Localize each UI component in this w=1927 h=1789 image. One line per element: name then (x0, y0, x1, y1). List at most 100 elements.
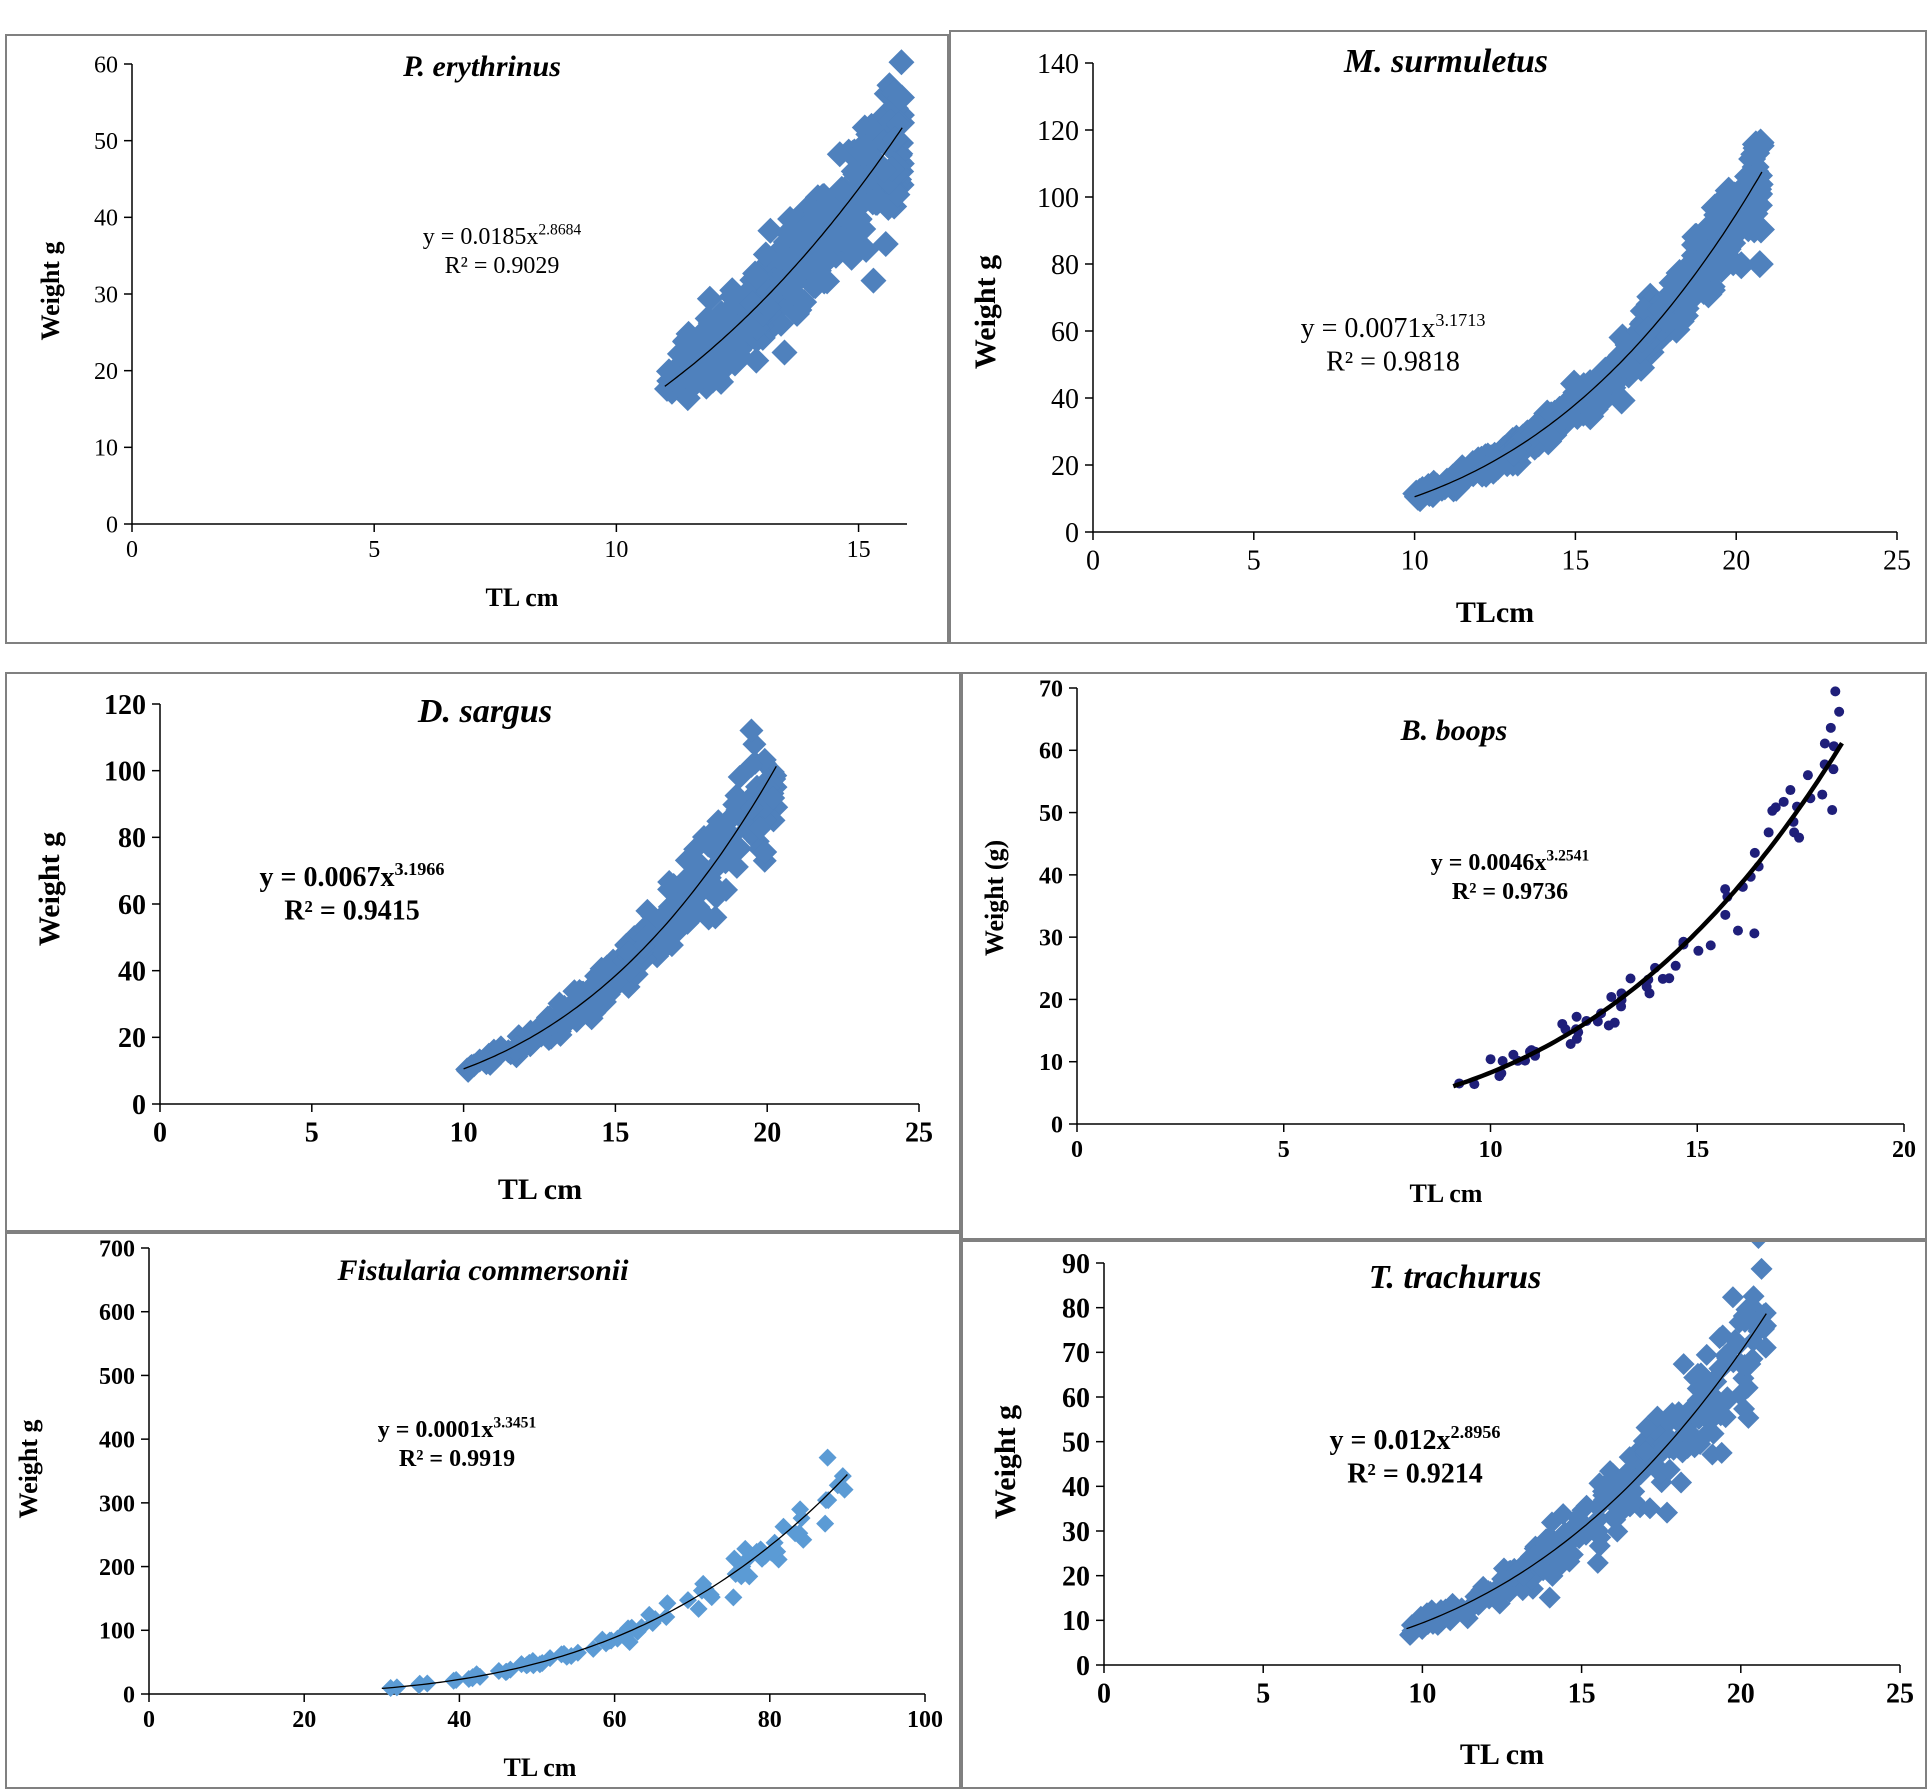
data-point (1830, 686, 1841, 697)
x-tick-label: 5 (1247, 545, 1261, 576)
data-point (554, 1644, 573, 1663)
y-tick-label: 60 (118, 890, 146, 921)
data-point (1825, 722, 1836, 733)
y-tick-label: 100 (99, 1619, 135, 1645)
x-tick-label: 10 (604, 537, 628, 563)
data-point (1666, 307, 1695, 336)
data-point (1752, 1317, 1775, 1340)
data-point (1732, 925, 1743, 936)
y-tick-label: 700 (99, 1236, 135, 1262)
data-point (1697, 1405, 1720, 1428)
x-tick-label: 100 (907, 1707, 943, 1733)
data-point (1728, 1383, 1751, 1406)
data-point (1499, 438, 1528, 467)
data-point (1702, 1422, 1725, 1445)
data-point (609, 961, 634, 986)
y-tick-label: 60 (1051, 317, 1079, 348)
data-point (1724, 1328, 1747, 1351)
data-point (1763, 827, 1774, 838)
data-point (885, 111, 912, 138)
data-point (704, 885, 729, 910)
data-point (1591, 1490, 1614, 1513)
data-point (796, 230, 823, 257)
scatter-points (381, 1448, 854, 1698)
data-point (1440, 1597, 1463, 1620)
data-point (1785, 785, 1796, 796)
x-tick-label: 0 (126, 537, 138, 563)
data-point (872, 231, 899, 258)
y-tick-label: 20 (1039, 988, 1063, 1014)
r-squared: R² = 0.9415 (284, 896, 420, 927)
data-point (1634, 1440, 1657, 1463)
data-point (1696, 253, 1725, 282)
y-axis-label: Weight g (989, 1405, 1022, 1519)
data-point (800, 272, 827, 299)
y-tick-label: 40 (118, 956, 146, 987)
x-tick-label: 15 (1568, 1678, 1596, 1709)
scatter-points (1402, 128, 1775, 513)
y-tick-label: 100 (1037, 183, 1079, 214)
x-axis-label: TL cm (1410, 1179, 1483, 1208)
data-point (724, 783, 749, 808)
y-tick-label: 120 (1037, 116, 1079, 147)
data-point (1751, 1242, 1766, 1250)
x-axis-label: TL cm (1460, 1738, 1544, 1771)
equation-base: y = 0.0046x (1431, 850, 1547, 876)
data-point (1541, 1564, 1564, 1587)
data-point (1720, 884, 1731, 895)
data-point (1750, 1257, 1773, 1280)
data-point (1686, 1362, 1709, 1385)
data-point (1819, 738, 1830, 749)
x-tick-label: 15 (847, 537, 871, 563)
data-point (693, 317, 720, 344)
data-point (1649, 1462, 1672, 1485)
y-tick-label: 40 (1062, 1472, 1090, 1503)
x-tick-label: 0 (1071, 1137, 1083, 1163)
data-point (1538, 1586, 1561, 1609)
data-point (1749, 928, 1760, 939)
data-point (1584, 364, 1613, 393)
data-point (727, 765, 752, 790)
data-point (1721, 1286, 1744, 1309)
y-tick-label: 0 (123, 1682, 135, 1708)
x-tick-label: 0 (153, 1117, 167, 1148)
chart-svg: 0 100 200 300 400 500 600 700 0 20 40 60 80 100 TL cm W… (14, 1236, 943, 1782)
y-tick-label: 60 (1062, 1383, 1090, 1414)
data-point (1736, 1376, 1759, 1399)
trendline (1406, 1313, 1767, 1630)
data-point (1544, 1549, 1567, 1572)
y-tick-label: 80 (118, 823, 146, 854)
data-point (753, 839, 778, 864)
y-tick-label: 140 (1037, 49, 1079, 80)
data-point (804, 207, 831, 234)
data-point (564, 1008, 589, 1033)
data-point (716, 808, 741, 833)
trend-equation: y = 0.0067x3.1966 (260, 859, 445, 893)
data-point (1403, 1613, 1426, 1636)
data-point (1670, 960, 1681, 971)
data-point (743, 263, 770, 290)
x-tick-label: 0 (1097, 1678, 1111, 1709)
trendline (463, 765, 777, 1070)
y-tick-label: 70 (1062, 1338, 1090, 1369)
data-point (1664, 973, 1675, 984)
y-tick-label: 50 (1039, 801, 1063, 827)
trend-equation: y = 0.0185x2.8684 (423, 221, 582, 250)
x-tick-label: 40 (447, 1707, 471, 1733)
chart-panel-d-sargus: 0 20 40 60 80 100 120 0 5 10 15 20 25 TL cm Weight g D.… (5, 672, 961, 1232)
data-point (1745, 250, 1774, 279)
y-tick-label: 0 (1065, 518, 1079, 549)
chart-title: P. erythrinus (402, 50, 561, 83)
data-point (616, 1628, 635, 1647)
x-tick-label: 15 (601, 1117, 629, 1148)
y-tick-label: 80 (1062, 1293, 1090, 1324)
data-point (459, 1669, 478, 1688)
x-tick-label: 60 (603, 1707, 627, 1733)
equation-exponent: 2.8684 (538, 221, 581, 238)
data-point (761, 786, 786, 811)
data-point (1658, 1458, 1681, 1481)
data-point (828, 226, 855, 253)
data-point (633, 925, 658, 950)
data-point (1624, 1446, 1647, 1469)
data-point (1487, 1582, 1510, 1605)
